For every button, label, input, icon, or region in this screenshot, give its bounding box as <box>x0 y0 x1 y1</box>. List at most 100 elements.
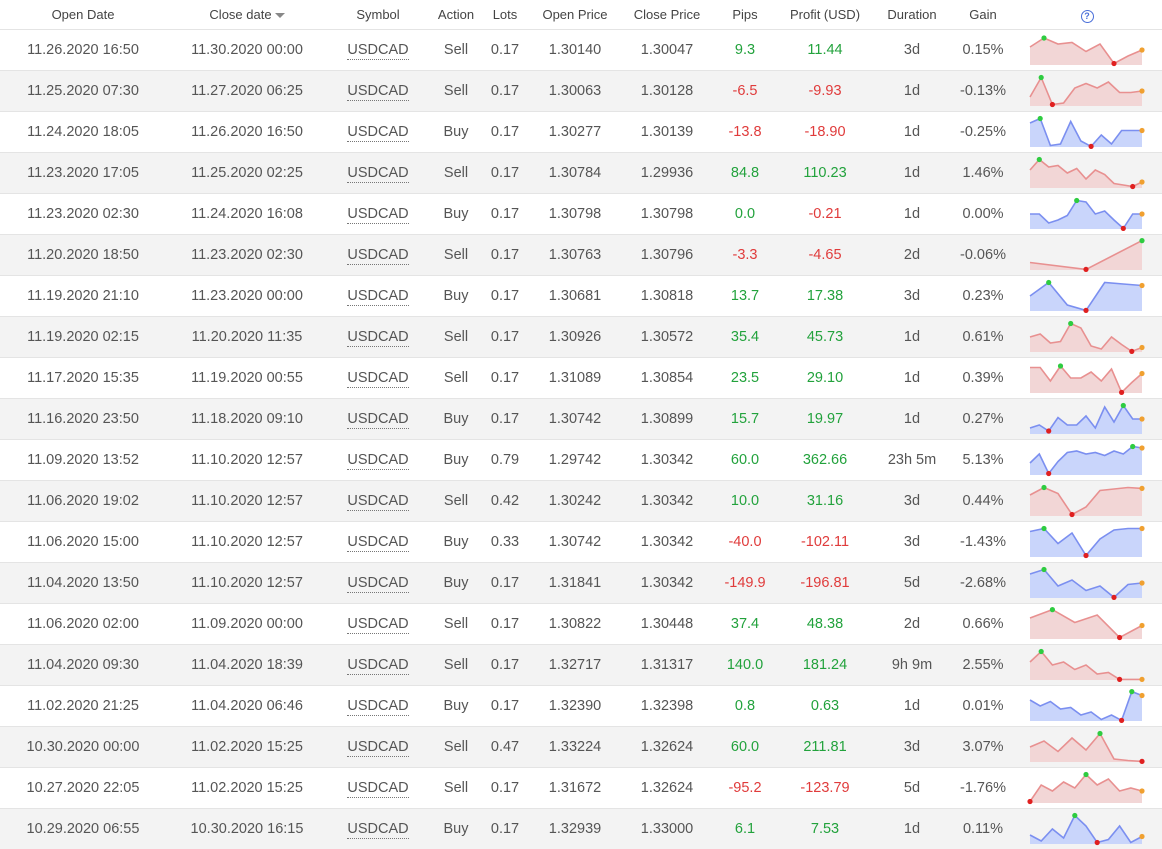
lots-value: 0.17 <box>491 657 519 673</box>
symbol-link[interactable]: USDCAD <box>347 124 408 142</box>
close-date-cell: 11.02.2020 15:25 <box>166 768 328 809</box>
open-price-value: 1.30681 <box>549 288 601 304</box>
duration-value: 3d <box>904 739 920 755</box>
open-date-cell: 11.23.2020 02:30 <box>0 194 166 235</box>
lots-value: 0.17 <box>491 411 519 427</box>
close-price-cell: 1.30448 <box>624 604 710 645</box>
symbol-link[interactable]: USDCAD <box>347 452 408 470</box>
gain-cell: 1.46% <box>954 153 1012 194</box>
header-symbol[interactable]: Symbol <box>328 0 428 30</box>
header-pips[interactable]: Pips <box>710 0 780 30</box>
profit-cell: 11.44 <box>780 30 870 71</box>
header-lots[interactable]: Lots <box>484 0 526 30</box>
header-close-date[interactable]: Close date <box>166 0 328 30</box>
profit-sparkline <box>1026 237 1148 273</box>
header-gain[interactable]: Gain <box>954 0 1012 30</box>
close-date-value: 11.04.2020 18:39 <box>191 657 303 673</box>
duration-value: 9h 9m <box>892 657 932 673</box>
duration-cell: 1d <box>870 194 954 235</box>
header-close-price[interactable]: Close Price <box>624 0 710 30</box>
symbol-cell: USDCAD <box>328 604 428 645</box>
close-date-value: 11.10.2020 12:57 <box>191 534 303 550</box>
symbol-link[interactable]: USDCAD <box>347 288 408 306</box>
duration-cell: 3d <box>870 481 954 522</box>
profit-sparkline <box>1026 729 1148 765</box>
header-duration[interactable]: Duration <box>870 0 954 30</box>
symbol-link[interactable]: USDCAD <box>347 411 408 429</box>
symbol-link[interactable]: USDCAD <box>347 534 408 552</box>
close-date-value: 11.19.2020 00:55 <box>191 370 303 386</box>
symbol-link[interactable]: USDCAD <box>347 575 408 593</box>
symbol-link[interactable]: USDCAD <box>347 329 408 347</box>
header-open-date[interactable]: Open Date <box>0 0 166 30</box>
header-action[interactable]: Action <box>428 0 484 30</box>
symbol-link[interactable]: USDCAD <box>347 780 408 798</box>
lots-value: 0.17 <box>491 42 519 58</box>
symbol-link[interactable]: USDCAD <box>347 821 408 839</box>
close-price-cell: 1.30798 <box>624 194 710 235</box>
close-price-value: 1.30798 <box>641 206 693 222</box>
duration-cell: 1d <box>870 153 954 194</box>
open-price-cell: 1.30063 <box>526 71 624 112</box>
symbol-link[interactable]: USDCAD <box>347 616 408 634</box>
header-profit[interactable]: Profit (USD) <box>780 0 870 30</box>
open-date-value: 11.16.2020 23:50 <box>27 411 139 427</box>
symbol-link[interactable]: USDCAD <box>347 206 408 224</box>
header-open-price[interactable]: Open Price <box>526 0 624 30</box>
profit-value: 7.53 <box>811 821 839 837</box>
gain-value: 0.15% <box>962 42 1003 58</box>
header-help[interactable]: ? <box>1012 0 1162 30</box>
duration-cell: 3d <box>870 276 954 317</box>
duration-value: 1d <box>904 206 920 222</box>
action-cell: Buy <box>428 809 484 849</box>
symbol-cell: USDCAD <box>328 768 428 809</box>
symbol-link[interactable]: USDCAD <box>347 698 408 716</box>
profit-cell: 181.24 <box>780 645 870 686</box>
close-price-value: 1.30139 <box>641 124 693 140</box>
symbol-link[interactable]: USDCAD <box>347 657 408 675</box>
open-date-value: 11.06.2020 02:00 <box>27 616 139 632</box>
header-close-price-label: Close Price <box>634 7 700 22</box>
profit-sparkline <box>1026 32 1148 68</box>
pips-cell: 37.4 <box>710 604 780 645</box>
symbol-link[interactable]: USDCAD <box>347 370 408 388</box>
symbol-cell: USDCAD <box>328 30 428 71</box>
symbol-link[interactable]: USDCAD <box>347 83 408 101</box>
symbol-link[interactable]: USDCAD <box>347 247 408 265</box>
symbol-link[interactable]: USDCAD <box>347 165 408 183</box>
close-price-value: 1.30572 <box>641 329 693 345</box>
symbol-link[interactable]: USDCAD <box>347 493 408 511</box>
close-price-cell: 1.30899 <box>624 399 710 440</box>
action-value: Sell <box>444 657 468 673</box>
pips-value: 35.4 <box>731 329 759 345</box>
symbol-cell: USDCAD <box>328 522 428 563</box>
pips-value: 0.0 <box>735 206 755 222</box>
symbol-cell: USDCAD <box>328 645 428 686</box>
help-icon[interactable]: ? <box>1081 10 1094 23</box>
gain-cell: 0.44% <box>954 481 1012 522</box>
pips-value: 60.0 <box>731 739 759 755</box>
symbol-link[interactable]: USDCAD <box>347 739 408 757</box>
duration-value: 1d <box>904 821 920 837</box>
symbol-link[interactable]: USDCAD <box>347 42 408 60</box>
